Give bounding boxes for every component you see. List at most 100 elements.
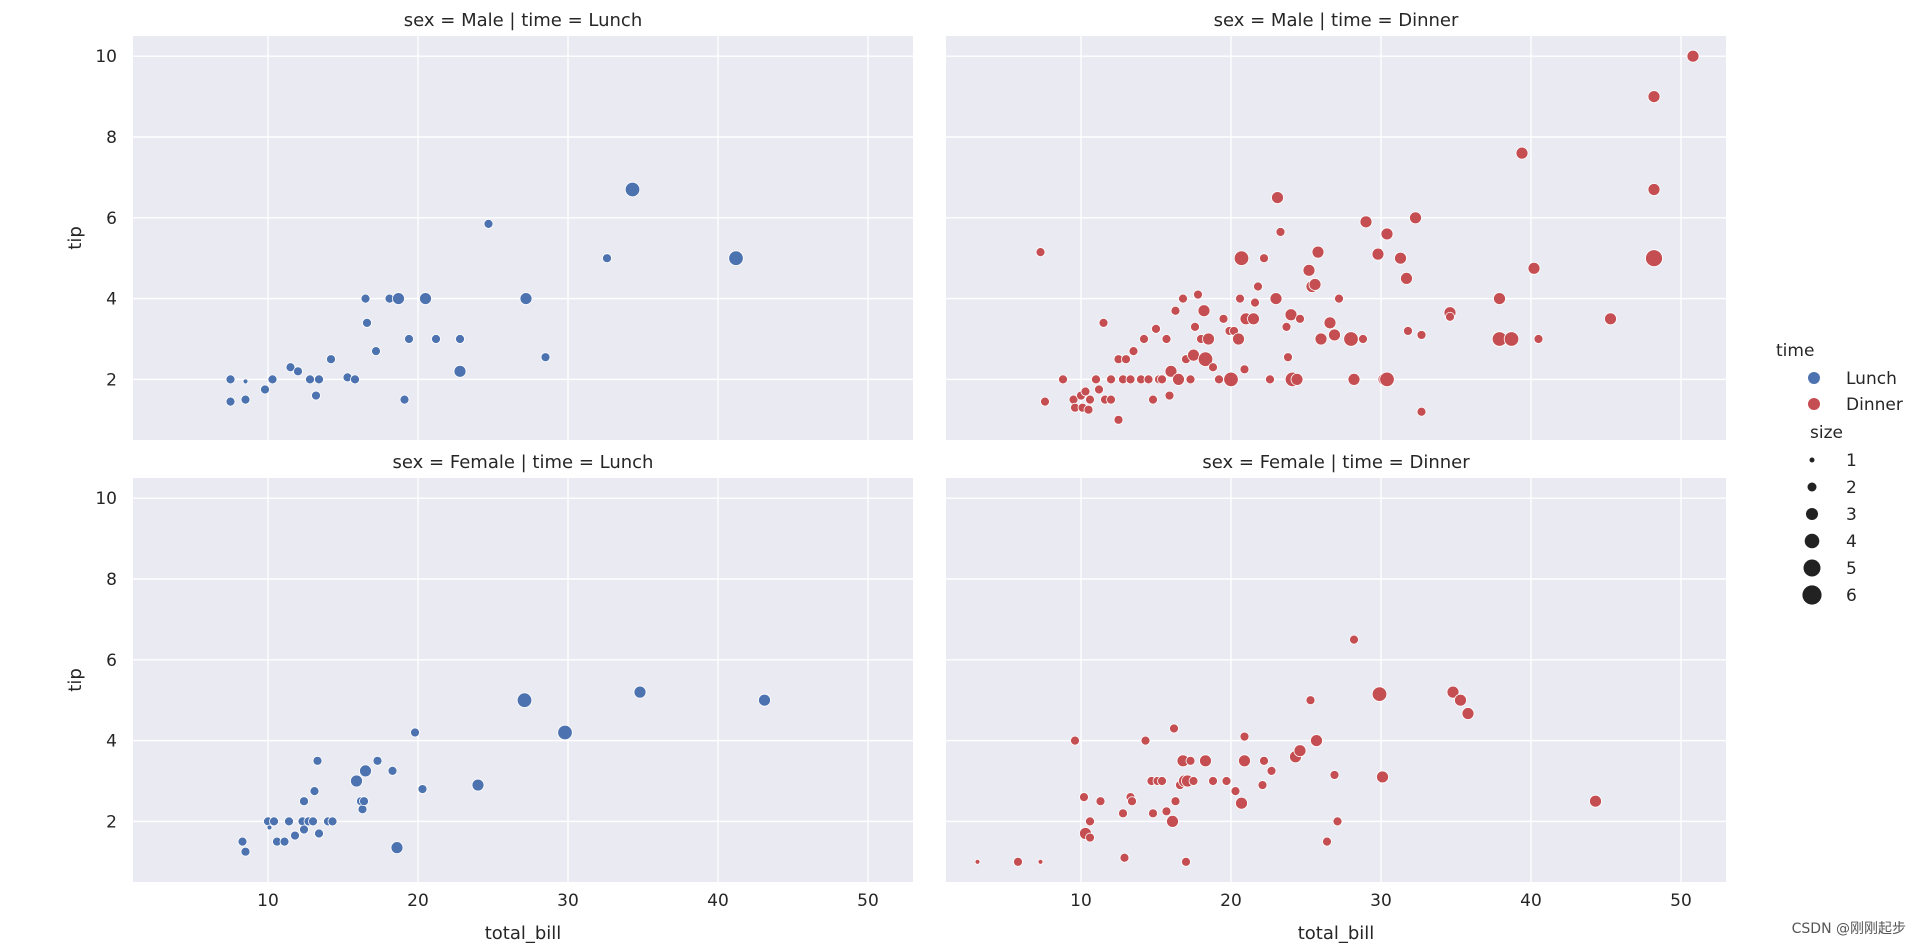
data-point: [1295, 313, 1305, 324]
data-point: [1349, 634, 1359, 645]
data-point: [284, 816, 294, 827]
data-point: [1223, 371, 1239, 388]
data-point: [1250, 297, 1260, 308]
data-point: [299, 824, 309, 835]
data-point: [1257, 780, 1268, 790]
data-point: [453, 364, 467, 378]
data-point: [359, 764, 372, 778]
data-point: [326, 354, 336, 365]
data-point: [1446, 685, 1460, 699]
facet-panel-1: sex = Male | time = Lunch 2 4 6 8 10 tip: [65, 10, 913, 440]
data-point: [1118, 808, 1128, 819]
data-point: [1283, 352, 1293, 363]
legend-size-6-marker: [1802, 585, 1822, 605]
data-point: [557, 724, 573, 741]
legend: time Lunch Dinner size 1 2 3 4 5 6: [1776, 341, 1903, 606]
data-point: [237, 836, 248, 847]
data-point: [1091, 374, 1101, 385]
data-point: [1358, 334, 1368, 344]
data-point: [1259, 755, 1269, 766]
legend-lunch-label: Lunch: [1846, 369, 1897, 389]
data-point: [293, 366, 303, 377]
data-point: [1305, 695, 1316, 706]
legend-size-5-marker: [1803, 559, 1821, 577]
data-point: [1151, 323, 1161, 334]
data-point: [327, 816, 338, 827]
data-point: [1394, 251, 1407, 265]
data-point: [1281, 321, 1292, 332]
panel-background: [133, 36, 913, 440]
data-point: [1265, 374, 1275, 385]
data-point: [519, 292, 533, 306]
data-point: [1218, 313, 1229, 324]
data-point: [1253, 281, 1263, 292]
data-point: [1106, 394, 1116, 405]
data-point: [1239, 364, 1250, 375]
data-point: [267, 374, 278, 385]
data-point: [359, 796, 369, 807]
data-point: [419, 292, 432, 306]
facet-panel-4: sex = Female | time = Dinner 10 20 30 40 50 to…: [946, 452, 1726, 944]
y-tick-label: 6: [106, 209, 117, 229]
data-point: [1139, 334, 1149, 344]
data-point: [633, 685, 647, 699]
legend-size-5-label: 5: [1846, 559, 1857, 579]
data-point: [1343, 331, 1359, 347]
data-point: [225, 374, 236, 385]
data-point: [1197, 304, 1211, 318]
data-point: [1178, 293, 1188, 304]
data-point: [1172, 372, 1185, 386]
data-point: [1214, 374, 1224, 385]
legend-size-2-marker: [1807, 482, 1817, 492]
data-point: [1293, 744, 1307, 758]
x-axis-label: total_bill: [1298, 923, 1375, 944]
data-point: [417, 784, 428, 794]
data-point: [602, 253, 612, 264]
data-point: [1323, 316, 1337, 330]
data-point: [1202, 332, 1215, 346]
data-point: [1235, 293, 1245, 304]
data-point: [758, 693, 771, 707]
data-point: [285, 362, 296, 373]
legend-dinner-label: Dinner: [1846, 395, 1903, 415]
y-axis-label: tip: [65, 668, 86, 691]
data-point: [387, 766, 398, 776]
data-point: [1259, 253, 1269, 264]
data-point: [1332, 816, 1343, 827]
x-tick-label: 30: [1370, 891, 1392, 911]
y-tick-label: 10: [95, 489, 117, 509]
data-point: [483, 218, 494, 229]
data-point: [1085, 394, 1095, 405]
data-point: [1647, 183, 1661, 196]
y-tick-label: 2: [106, 370, 117, 390]
data-point: [240, 394, 251, 405]
data-point: [1070, 735, 1080, 746]
data-point: [1143, 374, 1154, 385]
data-point: [1322, 836, 1332, 847]
x-tick-label: 30: [557, 891, 579, 911]
x-tick-label: 50: [1670, 891, 1692, 911]
data-point: [392, 292, 405, 306]
data-point: [1239, 731, 1250, 742]
data-point: [1686, 49, 1700, 63]
data-point: [1113, 414, 1124, 425]
data-point: [1157, 776, 1167, 786]
data-point: [1308, 278, 1322, 291]
watermark: CSDN @刚刚起步: [1791, 921, 1906, 937]
data-point: [1290, 372, 1304, 386]
facet-title: sex = Male | time = Dinner: [1214, 10, 1459, 31]
data-point: [309, 786, 320, 796]
data-point: [1493, 292, 1506, 306]
legend-size-title: size: [1810, 423, 1843, 443]
data-point: [1347, 372, 1361, 386]
data-point: [1461, 707, 1475, 720]
data-point: [1181, 856, 1191, 867]
y-tick-label: 6: [106, 651, 117, 671]
data-point: [1170, 305, 1181, 316]
legend-hue-title: time: [1776, 341, 1814, 361]
data-point: [1095, 796, 1106, 807]
data-point: [516, 692, 533, 708]
data-point: [1311, 245, 1325, 259]
